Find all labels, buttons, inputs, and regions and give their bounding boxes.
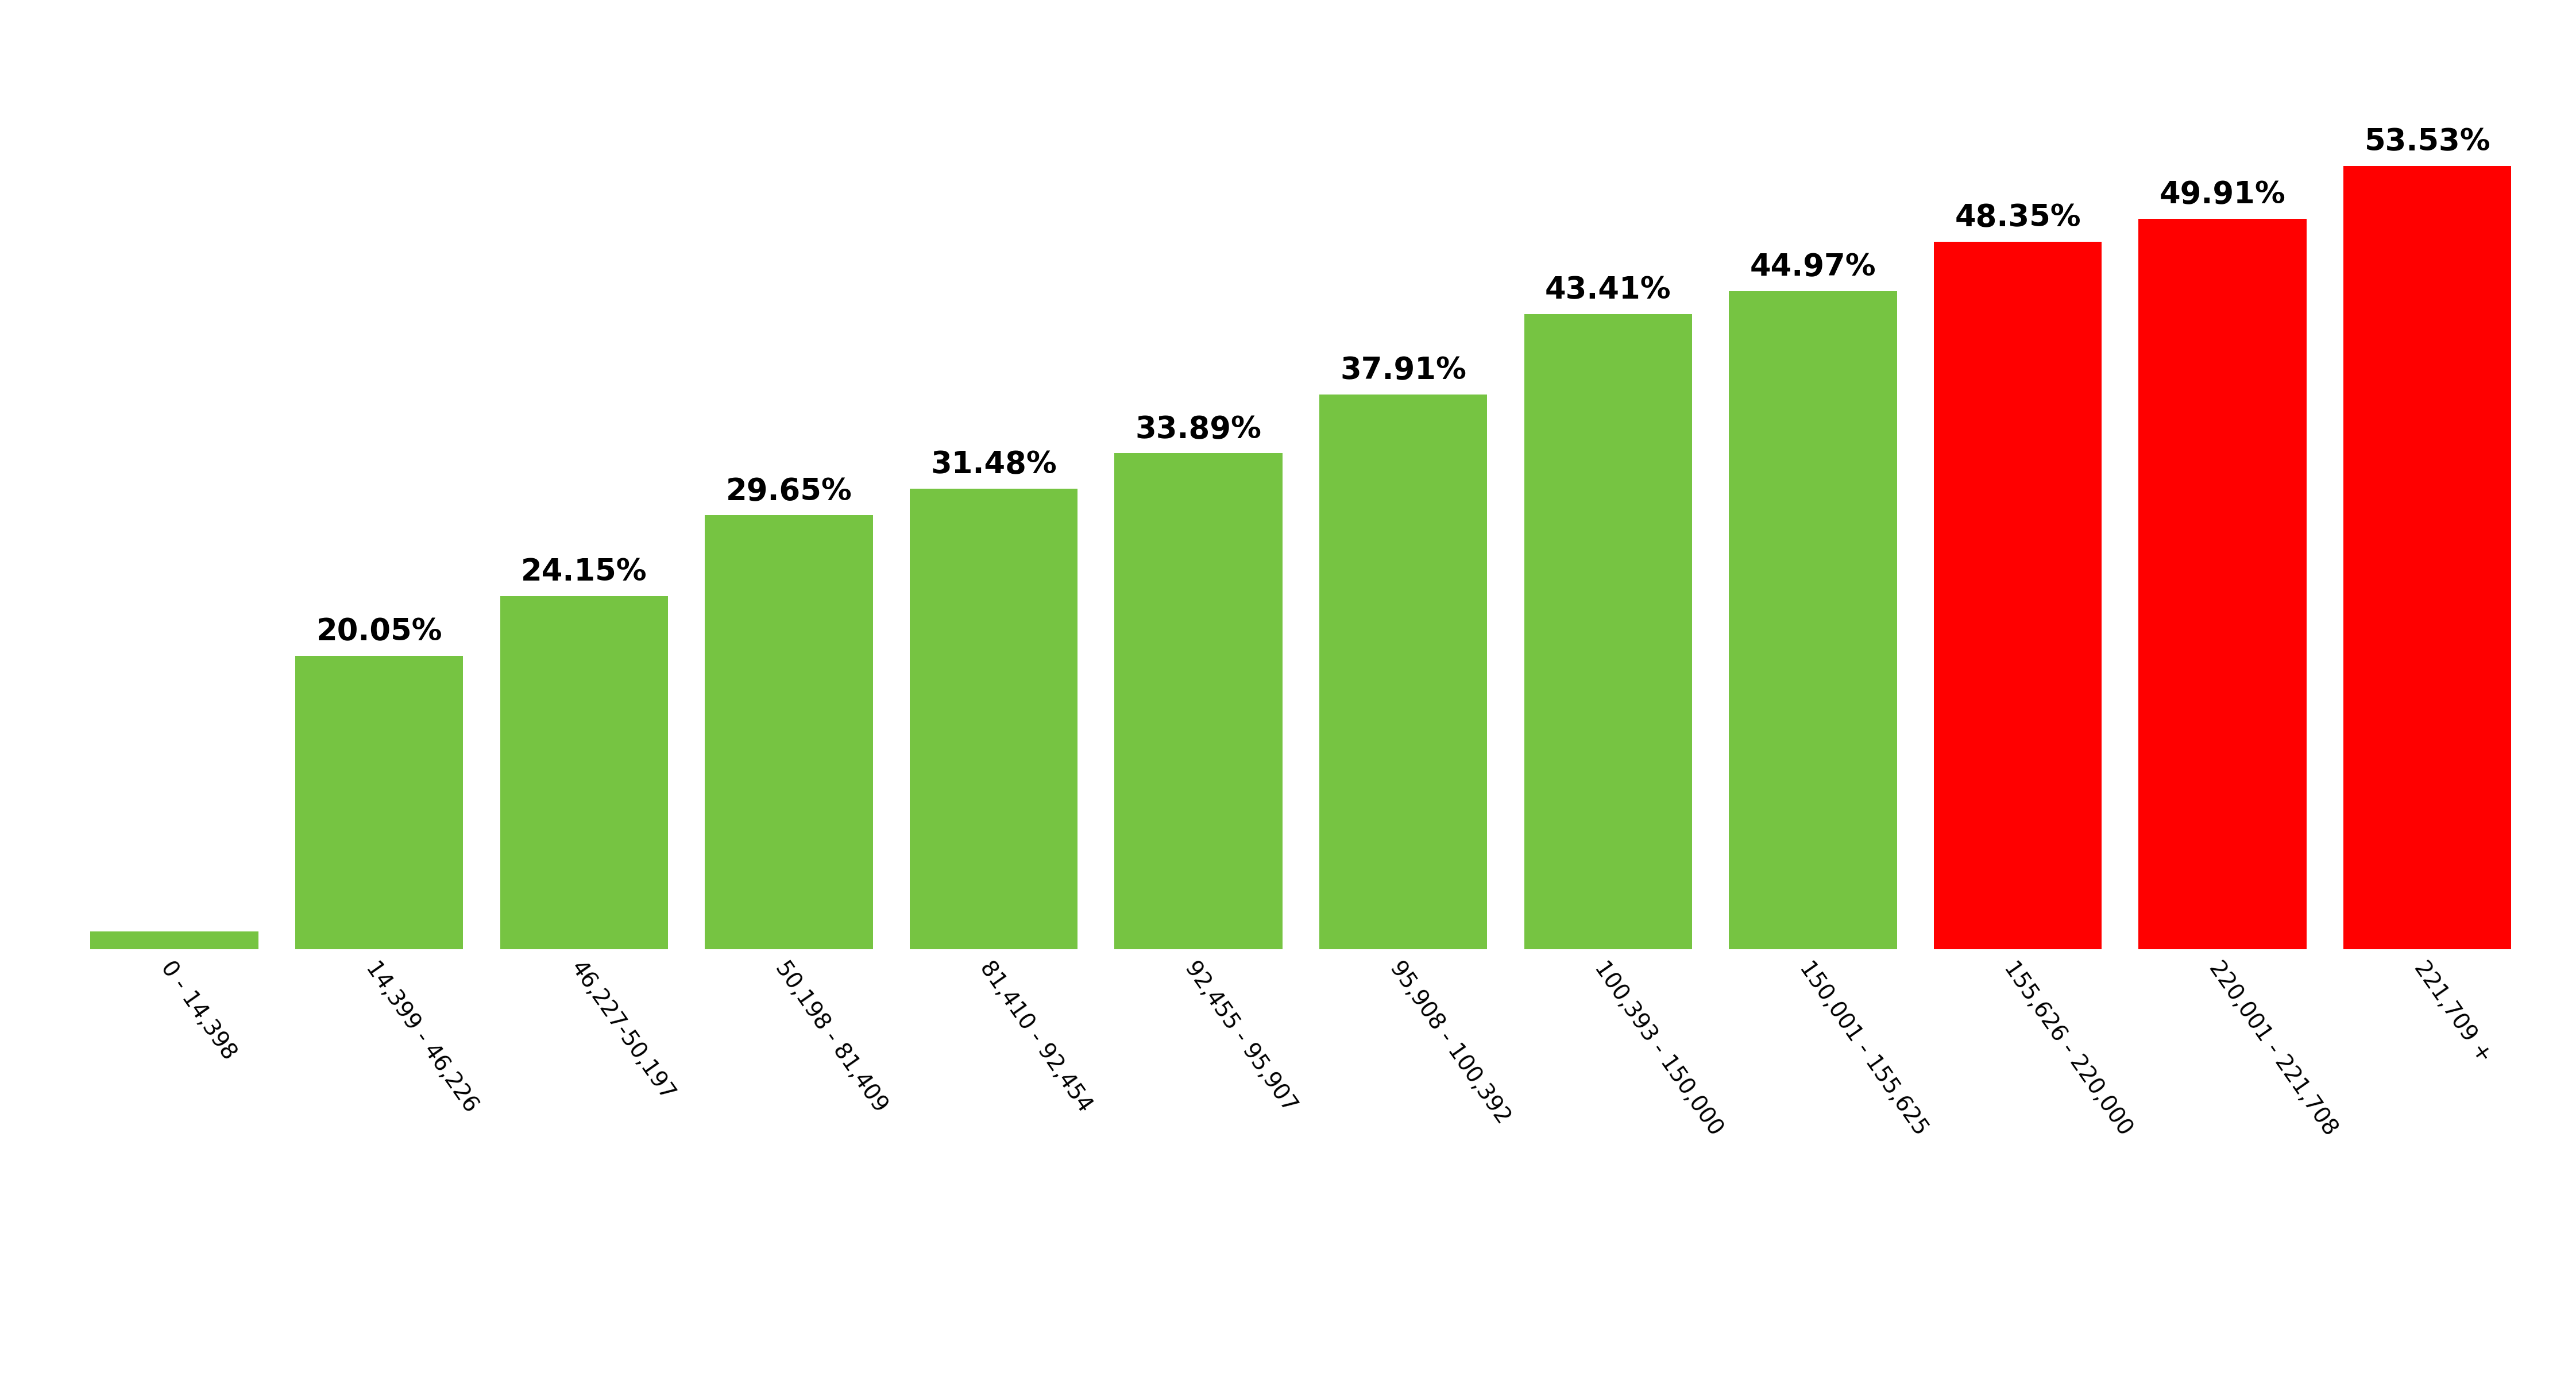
Text: 29.65%: 29.65% <box>726 476 853 507</box>
Bar <box>296 656 464 949</box>
Text: 48.35%: 48.35% <box>1955 202 2081 233</box>
Bar <box>90 931 258 949</box>
Text: 43.41%: 43.41% <box>1546 275 1672 306</box>
Bar <box>706 515 873 949</box>
Text: 33.89%: 33.89% <box>1136 415 1262 444</box>
Bar <box>1525 314 1692 949</box>
Bar <box>1935 242 2102 949</box>
Bar <box>1319 395 1486 949</box>
Text: 31.48%: 31.48% <box>930 450 1056 480</box>
Text: 20.05%: 20.05% <box>317 617 443 648</box>
Bar <box>2138 219 2306 949</box>
Text: 53.53%: 53.53% <box>2365 127 2491 158</box>
Bar <box>1728 292 1896 949</box>
Text: 44.97%: 44.97% <box>1749 253 1875 282</box>
Bar <box>909 489 1077 949</box>
Bar <box>500 596 667 949</box>
Text: 49.91%: 49.91% <box>2159 180 2285 209</box>
Bar <box>1115 454 1283 949</box>
Text: 24.15%: 24.15% <box>520 557 647 588</box>
Text: 37.91%: 37.91% <box>1340 356 1466 385</box>
Bar <box>2344 166 2512 949</box>
